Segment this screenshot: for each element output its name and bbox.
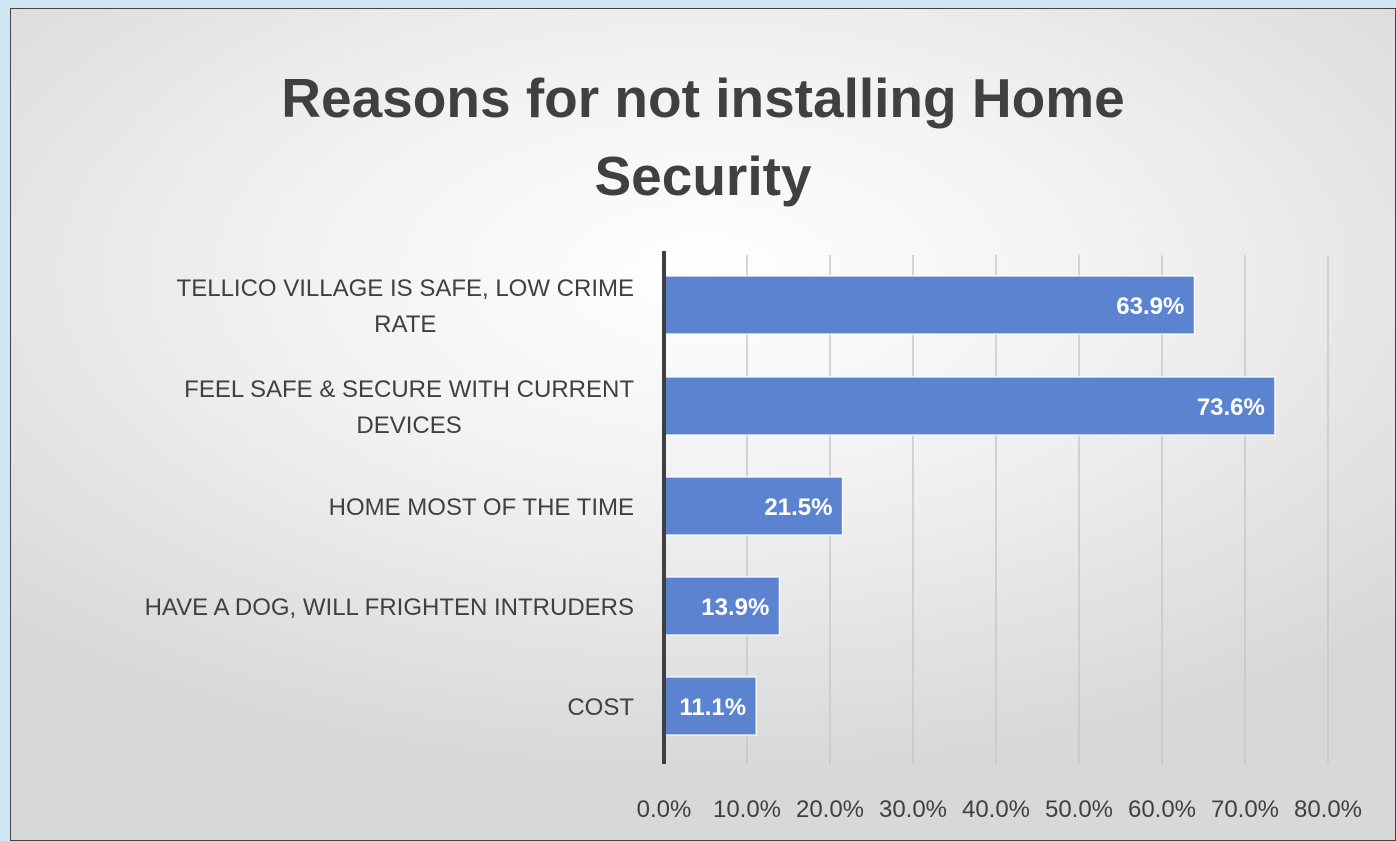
- bar-data-label-2: 21.5%: [764, 494, 832, 521]
- bar-data-label-4: 11.1%: [679, 694, 746, 721]
- category-label-4: COST: [567, 694, 634, 721]
- bar-0: [663, 275, 1195, 335]
- category-label-line: DEVICES: [356, 412, 461, 439]
- category-label-3: HAVE A DOG, WILL FRIGHTEN INTRUDERS: [145, 594, 634, 621]
- x-tick-label-3: 30.0%: [879, 796, 947, 823]
- bar-data-label-3: 13.9%: [701, 594, 769, 621]
- chart-area: Reasons for not installing Home Security…: [10, 8, 1396, 841]
- category-label-line: COST: [567, 694, 634, 721]
- bar-3: [663, 576, 780, 636]
- chart-title: Reasons for not installing Home Security: [11, 59, 1395, 215]
- category-label-1: FEEL SAFE & SECURE WITH CURRENT DEVICES: [184, 376, 634, 439]
- x-tick-label-6: 60.0%: [1128, 796, 1196, 823]
- category-label-line: HAVE A DOG, WILL FRIGHTEN INTRUDERS: [145, 594, 634, 621]
- x-tick-label-4: 40.0%: [962, 796, 1030, 823]
- x-tick-label-2: 20.0%: [796, 796, 864, 823]
- category-label-line: RATE: [374, 311, 436, 338]
- bar-4: [663, 676, 757, 736]
- category-label-2: HOME MOST OF THE TIME: [329, 494, 634, 521]
- bar-chart-plot: 63.9% 73.6% 21.5% 13.9% 11.1% TELLICO VILLAGE…: [145, 251, 1362, 823]
- x-tick-label-8: 80.0%: [1294, 796, 1362, 823]
- bar-1: [663, 376, 1276, 436]
- chart-title-line-2: Security: [594, 145, 812, 207]
- bar-data-label-0: 63.9%: [1116, 293, 1184, 320]
- bar-2: [663, 476, 844, 536]
- category-label-line: HOME MOST OF THE TIME: [329, 494, 634, 521]
- category-label-line: FEEL SAFE & SECURE WITH CURRENT: [184, 376, 634, 403]
- chart-title-line-1: Reasons for not installing Home: [281, 67, 1125, 129]
- x-tick-label-0: 0.0%: [637, 796, 692, 823]
- x-tick-label-7: 70.0%: [1211, 796, 1279, 823]
- bar-data-label-1: 73.6%: [1197, 394, 1265, 421]
- x-tick-label-1: 10.0%: [713, 796, 781, 823]
- category-label-0: TELLICO VILLAGE IS SAFE, LOW CRIME RATE: [177, 275, 634, 338]
- category-label-line: TELLICO VILLAGE IS SAFE, LOW CRIME: [177, 275, 634, 302]
- x-tick-label-5: 50.0%: [1045, 796, 1113, 823]
